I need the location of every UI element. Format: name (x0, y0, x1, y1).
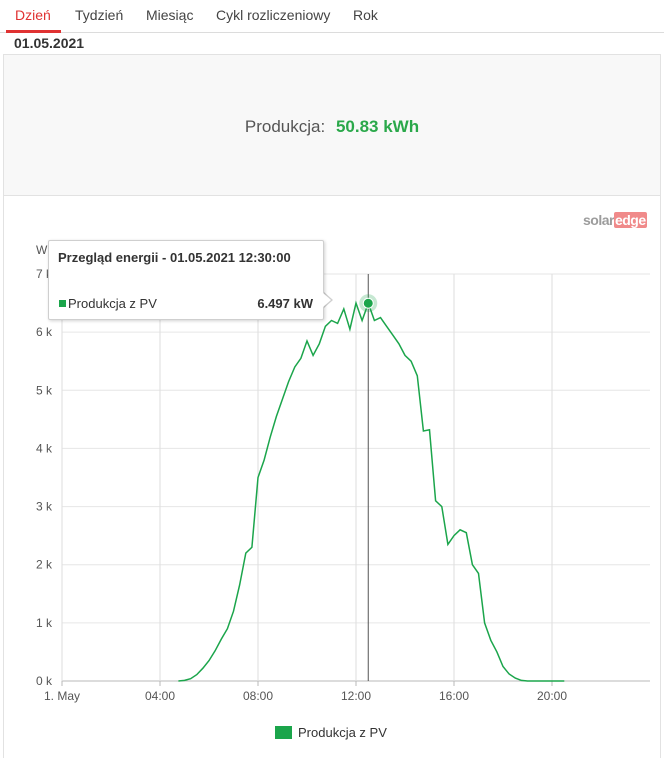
tooltip-title: Przegląd energii - 01.05.2021 12:30:00 (58, 250, 291, 265)
x-tick-label: 16:00 (439, 689, 469, 703)
y-tick-label: 6 k (36, 325, 53, 339)
active-tab-indicator (6, 30, 61, 33)
tab-year[interactable]: Rok (353, 7, 378, 23)
production-summary: Produkcja: 50.83 kWh (3, 54, 661, 196)
y-tick-label: 3 k (36, 500, 53, 514)
period-tabs: Dzień Tydzień Miesiąc Cykl rozliczeniowy… (0, 0, 664, 33)
selected-date: 01.05.2021 (14, 35, 85, 51)
y-tick-label: 0 k (36, 674, 53, 688)
x-axis-ticks: 1. May 04:00 08:00 12:00 16:00 20:00 (44, 689, 567, 703)
legend-swatch (275, 726, 292, 739)
tab-week[interactable]: Tydzień (75, 7, 124, 23)
production-label: Produkcja: (244, 117, 326, 136)
tooltip: Przegląd energii - 01.05.2021 12:30:00 P… (48, 240, 324, 320)
series-line-pv[interactable] (178, 300, 565, 682)
y-tick-label: 4 k (36, 441, 53, 455)
x-tick-label: 12:00 (341, 689, 371, 703)
x-tick-label: 04:00 (145, 689, 175, 703)
tooltip-arrow-inner (323, 293, 331, 307)
solaredge-logo: solaredge (583, 212, 647, 228)
logo-edge: edge (613, 212, 647, 228)
y-tick-label: 5 k (36, 383, 53, 397)
tooltip-series-swatch (59, 300, 66, 307)
chart-grid (61, 273, 650, 686)
y-tick-label: 2 k (36, 558, 53, 572)
y-tick-label: 1 k (36, 616, 53, 630)
tooltip-series-name: Produkcja z PV (68, 296, 157, 311)
x-tick-label: 20:00 (537, 689, 567, 703)
legend-label: Produkcja z PV (298, 725, 387, 740)
logo-solar: solar (583, 212, 614, 228)
y-axis-label: W (36, 243, 48, 257)
y-axis-ticks: 0 k1 k2 k3 k4 k5 k6 k7 k (36, 267, 53, 688)
x-tick-label: 08:00 (243, 689, 273, 703)
tab-month[interactable]: Miesiąc (146, 7, 194, 23)
tab-billing-cycle[interactable]: Cykl rozliczeniowy (216, 7, 331, 23)
x-tick-label: 1. May (44, 689, 80, 703)
production-value: 50.83 kWh (335, 117, 420, 136)
summary-text: Produkcja: 50.83 kWh (4, 117, 660, 137)
tooltip-value: 6.497 kW (257, 296, 313, 311)
highlight-point[interactable] (362, 297, 374, 309)
tab-day[interactable]: Dzień (15, 7, 51, 23)
